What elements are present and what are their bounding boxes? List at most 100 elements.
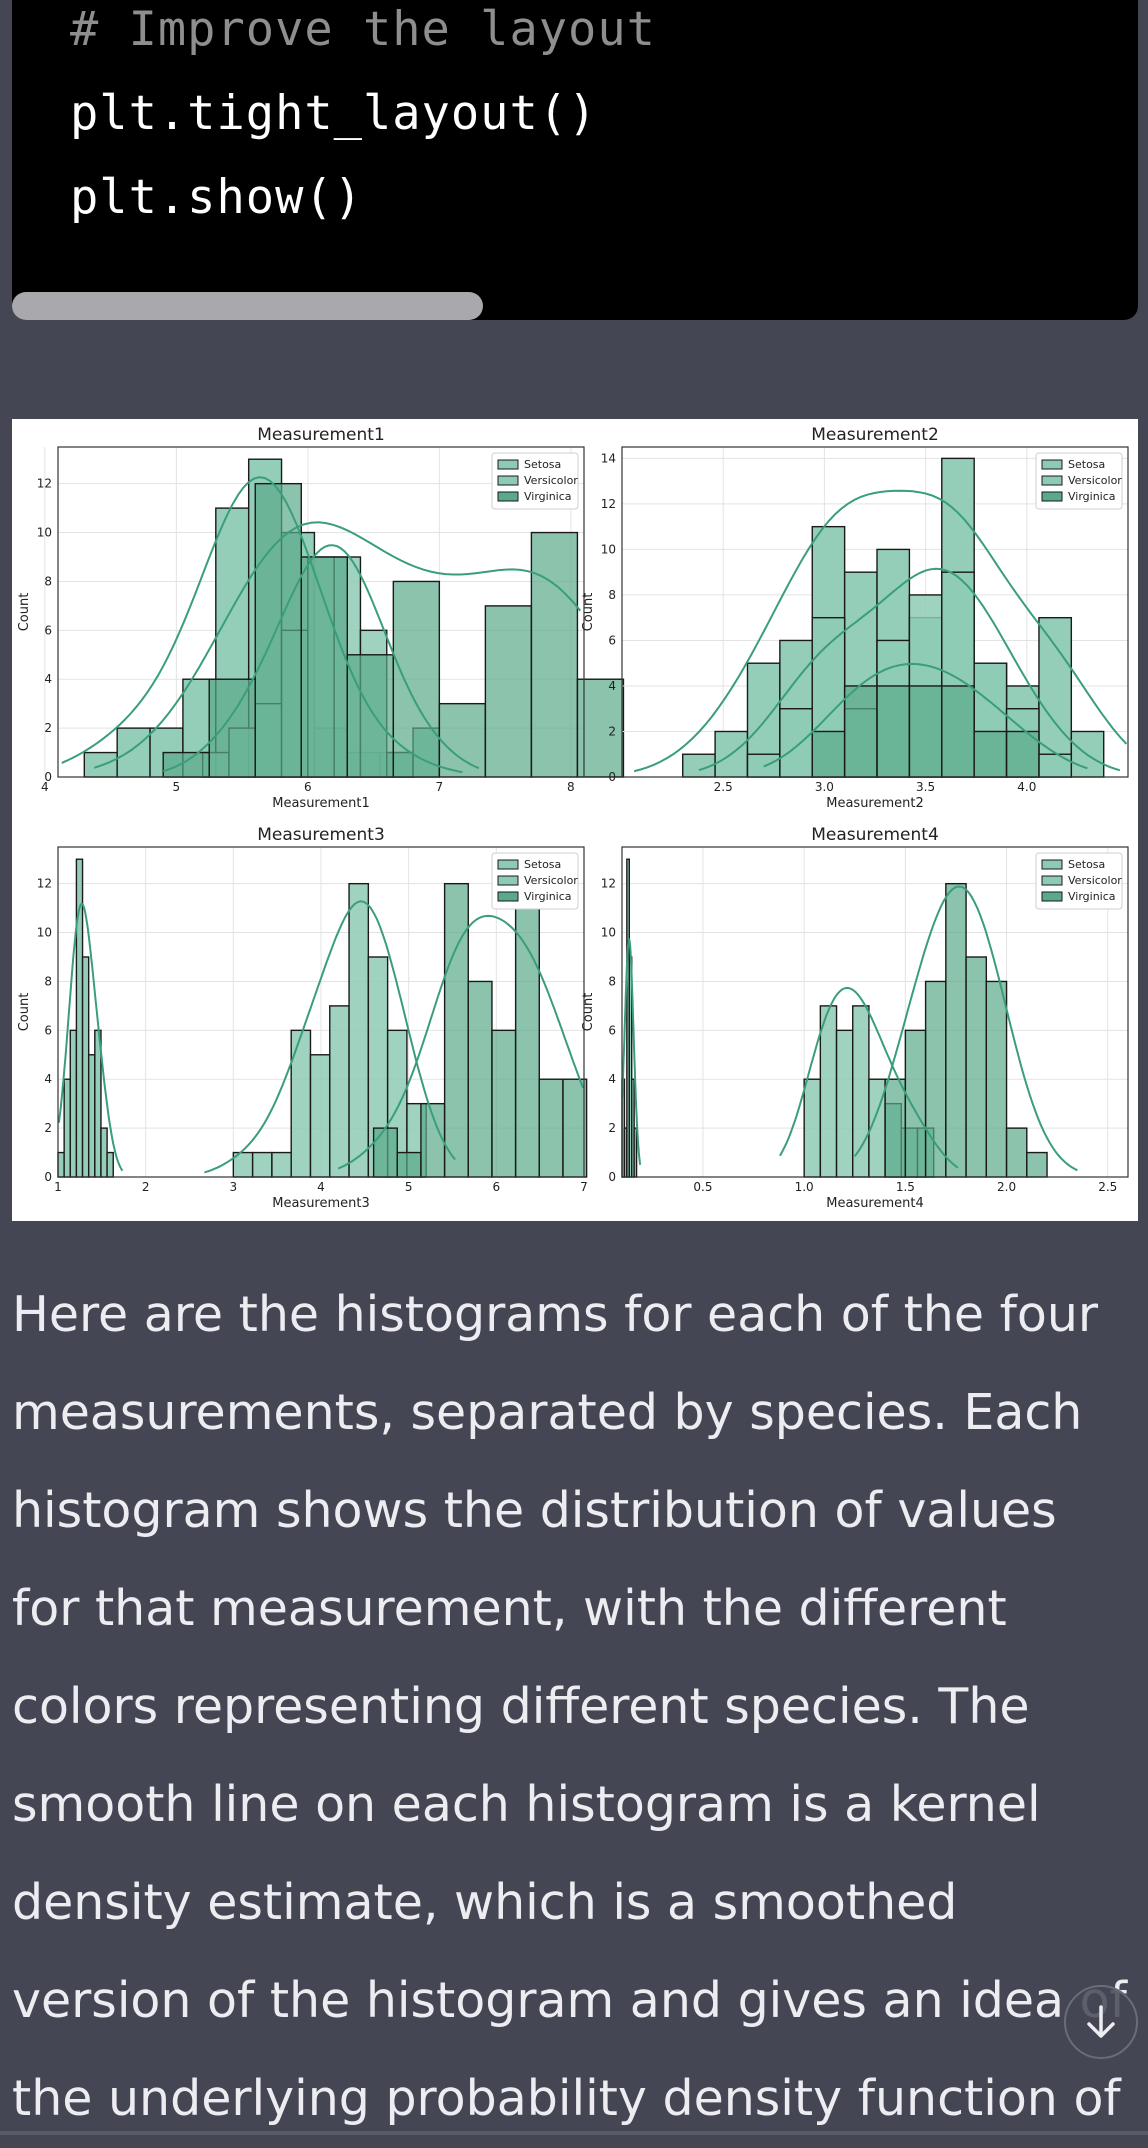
chart-panel-4: 0.5 1.0 1.5 2.0 2.5 0 2 4 6 8 10 12 Measurement4 Meas… bbox=[581, 825, 1129, 1211]
chart-panel-2: 2.5 3.0 3.5 4.0 0 2 4 6 8 10 12 14 Measurement2 Measu… bbox=[581, 425, 1129, 811]
y-axis-label: Count bbox=[581, 593, 596, 632]
histogram-figure-svg: 4 5 6 7 8024681012Measurement1Measurement1Co… bbox=[17, 425, 1129, 1211]
histogram-bar bbox=[924, 980, 947, 1178]
histogram-bar bbox=[309, 1054, 331, 1178]
histogram-bar bbox=[973, 730, 1008, 778]
legend-swatch bbox=[497, 891, 519, 902]
y-tick-label: 8 bbox=[44, 574, 52, 588]
kde-curve bbox=[853, 885, 1078, 1172]
y-tick-label: 8 bbox=[608, 588, 616, 602]
chart-title: Measurement1 bbox=[257, 425, 385, 445]
legend-swatch bbox=[497, 859, 519, 870]
y-tick-label: 12 bbox=[601, 497, 616, 511]
histogram-bar bbox=[491, 1029, 517, 1178]
x-tick-label: 2.5 bbox=[714, 780, 733, 794]
legend-label: Virginica bbox=[1068, 890, 1116, 903]
histogram-bar bbox=[438, 702, 487, 778]
legend-swatch bbox=[497, 475, 519, 486]
x-tick-label: 1.5 bbox=[896, 1180, 915, 1194]
y-axis-label: Count bbox=[581, 993, 596, 1032]
histogram-bar bbox=[372, 1127, 398, 1178]
legend-label: Setosa bbox=[524, 858, 561, 871]
kde-curve bbox=[633, 489, 1128, 773]
legend-swatch bbox=[497, 875, 519, 886]
x-axis-label: Measurement2 bbox=[826, 796, 924, 811]
kde-curve bbox=[779, 986, 959, 1169]
y-tick-label: 6 bbox=[608, 1023, 616, 1037]
histogram-bar bbox=[576, 678, 625, 778]
y-tick-label: 0 bbox=[608, 770, 616, 784]
y-axis-label: Count bbox=[17, 593, 32, 632]
histogram-bar bbox=[100, 1127, 108, 1178]
histogram-bar bbox=[346, 654, 395, 778]
x-tick-label: 1.0 bbox=[795, 1180, 814, 1194]
x-tick-label: 2.5 bbox=[1098, 1180, 1117, 1194]
y-tick-label: 10 bbox=[37, 926, 52, 940]
kde-curve bbox=[57, 902, 124, 1172]
y-tick-label: 10 bbox=[37, 526, 52, 540]
histogram-bar bbox=[208, 678, 256, 778]
histogram-bar bbox=[162, 751, 210, 778]
x-tick-label: 6 bbox=[304, 780, 312, 794]
histogram-figure: 4 5 6 7 8 0 2 4 6 8 10 12 Measurement1 Measurement1 Co… bbox=[12, 419, 1138, 1221]
y-tick-label: 6 bbox=[44, 623, 52, 637]
y-tick-label: 4 bbox=[608, 679, 616, 693]
x-tick-label: 3 bbox=[230, 1180, 238, 1194]
histogram-bar bbox=[467, 980, 493, 1178]
x-tick-label: 0.5 bbox=[693, 1180, 712, 1194]
scroll-to-bottom-button[interactable] bbox=[1064, 1985, 1138, 2059]
kde-curve bbox=[337, 914, 585, 1170]
assistant-message-text: Here are the histograms for each of the … bbox=[12, 1286, 1127, 2127]
histogram-bar bbox=[779, 708, 813, 778]
legend-label: Virginica bbox=[1068, 490, 1116, 503]
code-horizontal-scrollbar[interactable] bbox=[12, 292, 483, 320]
legend-label: Versicolor bbox=[1068, 874, 1122, 887]
y-axis-label: Count bbox=[17, 993, 32, 1032]
y-tick-label: 0 bbox=[608, 1170, 616, 1184]
y-tick-label: 2 bbox=[44, 721, 52, 735]
kde-curve bbox=[763, 662, 1088, 770]
kde-curve bbox=[204, 900, 456, 1174]
legend-label: Setosa bbox=[1068, 458, 1105, 471]
kde-curve bbox=[698, 567, 1121, 772]
x-tick-label: 5 bbox=[173, 780, 181, 794]
code-block: # Improve the layout plt.tight_layout() … bbox=[12, 0, 1138, 320]
x-tick-label: 4 bbox=[317, 1180, 325, 1194]
y-tick-label: 2 bbox=[608, 724, 616, 738]
y-tick-label: 12 bbox=[37, 877, 52, 891]
y-tick-label: 4 bbox=[608, 1072, 616, 1086]
chart-title: Measurement4 bbox=[811, 825, 939, 845]
x-axis-label: Measurement3 bbox=[272, 1196, 370, 1211]
legend-label: Versicolor bbox=[524, 474, 578, 487]
y-tick-label: 12 bbox=[37, 477, 52, 491]
legend-swatch bbox=[497, 459, 519, 470]
y-tick-label: 0 bbox=[44, 770, 52, 784]
legend-label: Setosa bbox=[1068, 858, 1105, 871]
histogram-bar bbox=[819, 1005, 838, 1178]
histogram-bar bbox=[945, 882, 967, 1178]
y-tick-label: 10 bbox=[601, 926, 616, 940]
y-tick-label: 2 bbox=[44, 1121, 52, 1135]
y-tick-label: 4 bbox=[44, 672, 52, 686]
legend-swatch bbox=[497, 491, 519, 502]
legend-swatch bbox=[1041, 491, 1063, 502]
legend-swatch bbox=[1041, 475, 1063, 486]
histogram-bar bbox=[852, 1005, 870, 1178]
histogram-bar bbox=[843, 685, 878, 778]
kde-curve bbox=[162, 544, 480, 773]
chart-panel-1: 4 5 6 7 8 0 2 4 6 8 10 12 Measurement1 Measurement1 Co… bbox=[17, 425, 625, 811]
legend-swatch bbox=[1041, 459, 1063, 470]
plot-frame bbox=[57, 846, 585, 1178]
y-tick-label: 0 bbox=[44, 1170, 52, 1184]
legend-label: Versicolor bbox=[1068, 474, 1122, 487]
code-line-show: plt.show() bbox=[70, 170, 363, 225]
y-tick-label: 10 bbox=[601, 542, 616, 556]
plot-frame bbox=[621, 846, 1129, 1178]
histogram-bar bbox=[811, 730, 846, 778]
legend-label: Virginica bbox=[524, 890, 572, 903]
legend-label: Virginica bbox=[524, 490, 572, 503]
histogram-bar bbox=[329, 1005, 350, 1178]
histogram-bar bbox=[1005, 1127, 1028, 1178]
histogram-bar bbox=[1026, 1151, 1048, 1178]
chart-panel-3: 1 2 3 4 5 6 7024681012Measurement3Measurement3… bbox=[17, 825, 588, 1211]
